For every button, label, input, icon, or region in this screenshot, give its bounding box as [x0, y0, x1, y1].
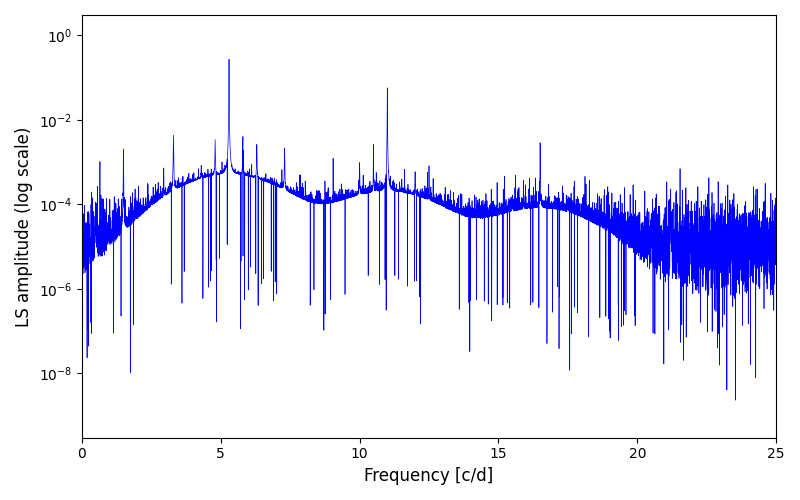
Y-axis label: LS amplitude (log scale): LS amplitude (log scale) — [15, 126, 33, 326]
X-axis label: Frequency [c/d]: Frequency [c/d] — [364, 467, 494, 485]
